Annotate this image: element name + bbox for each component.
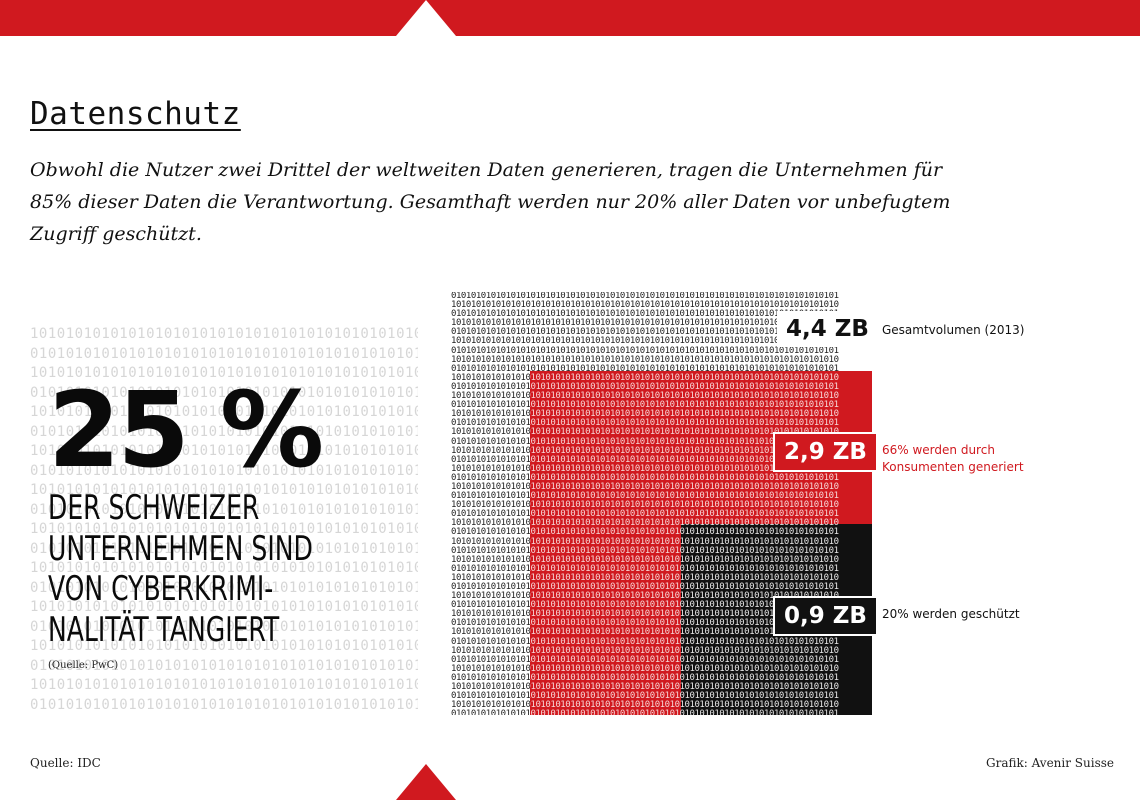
data-volume-graphic: 0101010101010101010101010101010101010101…	[451, 292, 872, 715]
statement-text: DER SCHWEIZER UNTERNEHMEN SIND VON CYBER…	[48, 488, 319, 650]
protected-volume-label: 20% werden geschützt	[882, 607, 1020, 621]
protected-volume-badge: 0,9 ZB	[775, 598, 876, 634]
consumer-label-line: 66% werden durch	[882, 443, 995, 457]
top-banner	[0, 0, 1140, 36]
lead-paragraph: Obwohl die Nutzer zwei Drittel der weltw…	[30, 159, 951, 245]
total-volume-badge: 4,4 ZB	[777, 311, 878, 347]
statement-line: VON CYBERKRIMI-	[48, 569, 274, 609]
total-volume-label: Gesamtvolumen (2013)	[882, 323, 1025, 337]
statement-line: DER SCHWEIZER	[48, 488, 260, 528]
statement-line: NALITÄT TANGIERT	[48, 609, 280, 650]
top-notch-triangle	[396, 0, 456, 36]
binary-pattern: 0101010101010101010101010101010101010101…	[681, 524, 839, 715]
consumer-volume-badge: 2,9 ZB	[775, 434, 876, 470]
footer-credit: Grafik: Avenir Suisse	[986, 756, 1114, 770]
footer-source: Quelle: IDC	[30, 756, 101, 770]
page-title: Datenschutz	[30, 96, 241, 132]
bottom-triangle	[396, 764, 456, 800]
consumer-label-line: Konsumenten generiert	[882, 460, 1024, 474]
statement-line: UNTERNEHMEN SIND	[48, 528, 313, 569]
statement-source: (Quelle: PwC)	[48, 660, 119, 671]
binary-pattern: 1010101010101010101010101010101010101010…	[30, 326, 418, 713]
binary-background-panel: 1010101010101010101010101010101010101010…	[30, 325, 418, 715]
consumer-volume-label: 66% werden durch Konsumenten generiert	[882, 442, 1052, 476]
big-percentage: 25 %	[48, 369, 324, 491]
